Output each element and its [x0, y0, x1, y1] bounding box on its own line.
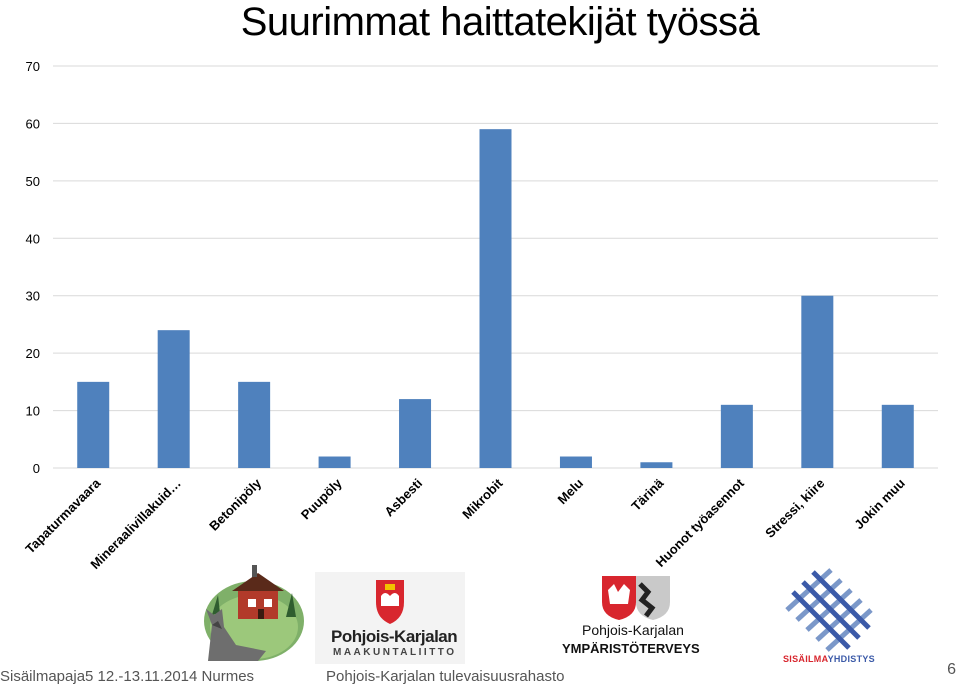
x-tick-label: Mineraalivillakuid… [87, 476, 183, 572]
bar [399, 399, 432, 468]
maakuntaliitto-name: Pohjois-Karjalan [331, 627, 458, 646]
wolf-cabin-logo [204, 565, 304, 661]
y-tick-label: 70 [26, 59, 40, 74]
bar [479, 129, 512, 468]
y-tick-label: 40 [26, 231, 40, 246]
maakuntaliitto-logo: Pohjois-Karjalan MAAKUNTALIITTO [315, 572, 465, 664]
y-tick-label: 60 [26, 116, 40, 131]
sisailma-wordmark: SISÄILMAYHDISTYS [783, 654, 875, 664]
footer-left: Sisäilmapaja5 12.-13.11.2014 Nurmes [0, 668, 255, 685]
x-tick-label: Tapaturmavaara [22, 475, 103, 556]
bar [238, 381, 271, 468]
bars [77, 129, 914, 468]
x-tick-label: Puupöly [298, 475, 345, 522]
footer-center: Pohjois-Karjalan tulevaisuusrahasto [326, 668, 565, 685]
coat-of-arms-icon [376, 580, 404, 624]
bar [559, 456, 592, 468]
bar [318, 456, 351, 468]
bar [640, 462, 673, 468]
x-tick-label: Stressi, kiire [762, 476, 827, 541]
x-tick-label: Melu [555, 475, 587, 507]
bar [720, 404, 753, 468]
ymparistoterveys-sub: YMPÄRISTÖTERVEYS [562, 641, 700, 656]
sisailma-word-red: SISÄILMA [783, 654, 828, 664]
sisailma-word-blue: YHDISTYS [827, 654, 875, 664]
sisailma-stripes-icon [785, 568, 873, 652]
regional-crest-icon [602, 576, 670, 620]
y-axis-tick-labels: 0 10 20 30 40 50 60 70 [26, 59, 40, 476]
y-tick-label: 0 [33, 461, 40, 476]
x-tick-label: Huonot työasennot [653, 475, 748, 570]
page-title: Suurimmat haittatekijät työssä [240, 0, 760, 44]
y-tick-label: 30 [26, 289, 40, 304]
bar-chart: 0 10 20 30 40 50 60 70 TapaturmavaaraMineraaliv… [22, 59, 938, 572]
bar [801, 295, 834, 468]
y-tick-label: 50 [26, 174, 40, 189]
y-tick-label: 10 [26, 404, 40, 419]
bar [157, 330, 190, 468]
x-tick-label: Mikrobit [459, 475, 506, 522]
ymparistoterveys-logo: Pohjois-Karjalan YMPÄRISTÖTERVEYS [562, 572, 720, 664]
page-number: 6 [947, 661, 956, 678]
maakuntaliitto-sub: MAAKUNTALIITTO [333, 647, 457, 658]
x-tick-label: Tärinä [628, 475, 667, 514]
x-tick-label: Jokin muu [851, 475, 908, 532]
x-tick-label: Betonipöly [206, 475, 265, 534]
y-tick-label: 20 [26, 346, 40, 361]
bar [77, 381, 110, 468]
x-tick-label: Asbesti [381, 476, 425, 520]
bar [881, 404, 914, 468]
ymparistoterveys-name: Pohjois-Karjalan [582, 622, 684, 638]
sisailmayhdistys-logo: SISÄILMAYHDISTYS [783, 566, 883, 668]
